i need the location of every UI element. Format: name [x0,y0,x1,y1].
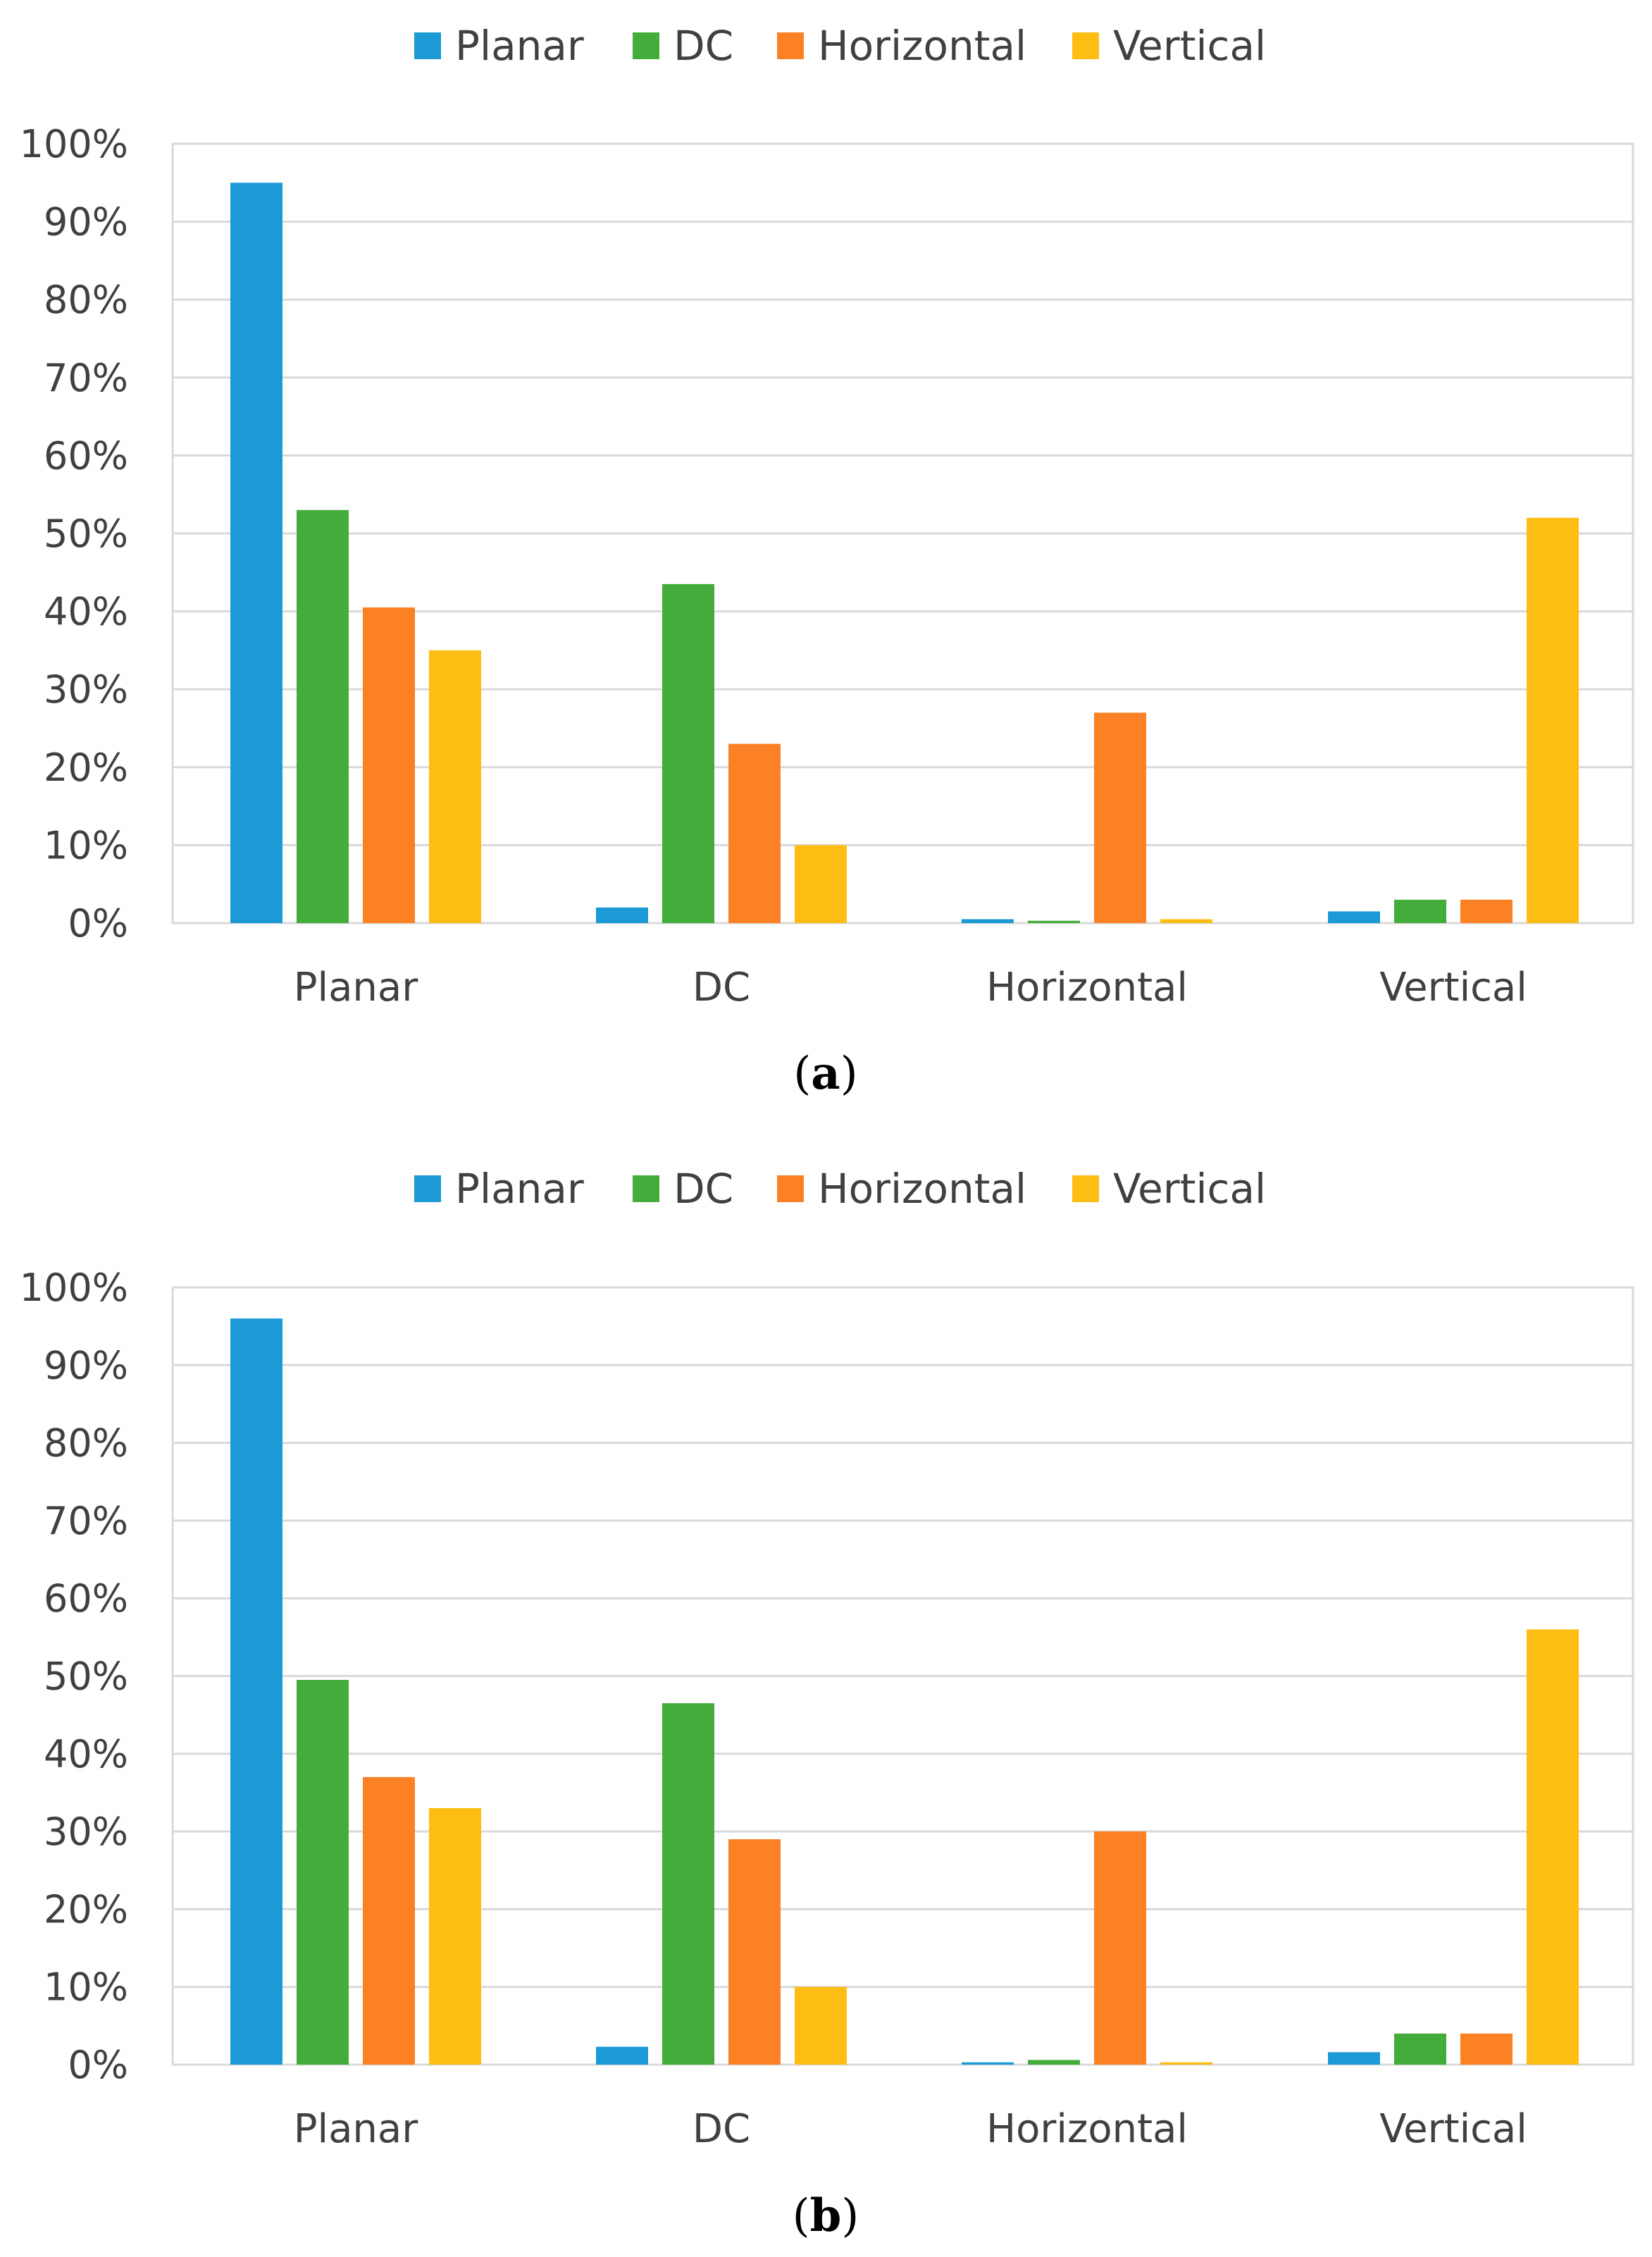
bar [962,919,1014,923]
bar [1328,2052,1380,2065]
y-tick-label: 50% [44,1655,128,1699]
y-tick-label: 100% [20,122,128,166]
x-category-label: Planar [294,2106,418,2152]
bar [728,1839,781,2065]
bar [230,1318,282,2065]
bar [795,845,847,923]
legend-swatch [633,32,659,59]
bar [1460,899,1513,923]
bar [1394,2033,1446,2065]
bar [596,907,648,923]
legend-label: Horizontal [818,1165,1026,1213]
bar [662,583,714,923]
y-tick-label: 20% [44,1887,128,1931]
y-tick-label: 30% [44,1810,128,1854]
legend-label: Planar [455,1165,584,1213]
legend-label: Horizontal [818,22,1026,70]
x-category-label: Planar [294,965,418,1010]
y-tick-label: 40% [44,1732,128,1776]
bar [662,1703,714,2065]
legend-swatch [414,1175,441,1202]
legend-swatch [414,32,441,59]
chart-panel-b: 0% 10% 20% 30% 40% 50% 60% 70% 80% 90% 100% Planar D… [20,1165,1634,2242]
bar [429,1808,481,2065]
x-category-label: DC [693,2106,750,2152]
legend-swatch [777,32,804,59]
y-tick-label: 60% [44,433,128,478]
bar [363,1776,415,2065]
x-category-label: Vertical [1379,2106,1527,2152]
y-tick-label: 40% [44,590,128,634]
legend-label: Vertical [1113,22,1266,70]
panel-caption: (b) [793,2189,859,2242]
x-category-label: DC [693,965,750,1010]
bar [1460,2033,1513,2065]
chart-panel-a: 0% 10% 20% 30% 40% 50% 60% 70% 80% 90% 100% Planar D… [20,22,1634,1100]
bar [1028,920,1080,923]
bar [1328,911,1380,923]
bar [297,1680,349,2065]
bar [230,183,282,923]
bar [363,607,415,923]
y-tick-label: 30% [44,667,128,712]
bar [1160,2062,1212,2065]
panel-caption: (a) [793,1047,857,1100]
legend-label: Vertical [1113,1165,1266,1213]
bar [1094,1831,1146,2065]
y-tick-label: 70% [44,356,128,400]
legend-label: DC [673,22,733,70]
y-tick-label: 60% [44,1576,128,1621]
y-tick-label: 20% [44,746,128,790]
y-tick-label: 90% [44,200,128,245]
bar [297,509,349,923]
y-tick-label: 10% [44,1965,128,2010]
x-category-label: Horizontal [986,2106,1188,2152]
y-tick-label: 100% [20,1266,128,1310]
y-tick-label: 0% [68,2043,128,2087]
y-tick-label: 10% [44,823,128,867]
y-tick-label: 50% [44,512,128,556]
bar [596,2046,648,2065]
legend-swatch [777,1175,804,1202]
bar [1028,2060,1080,2065]
bar [1527,1629,1579,2065]
bar [795,1986,847,2065]
bar [429,650,481,923]
bar [1160,919,1212,923]
bar [1394,899,1446,923]
legend-label: Planar [455,22,584,70]
legend-label: DC [673,1165,733,1213]
x-category-label: Horizontal [986,965,1188,1010]
y-tick-label: 70% [44,1499,128,1543]
y-tick-label: 80% [44,1421,128,1466]
x-category-label: Vertical [1379,965,1527,1010]
bar [962,2062,1014,2065]
legend-swatch [1072,1175,1099,1202]
y-tick-label: 80% [44,278,128,322]
y-tick-label: 90% [44,1343,128,1387]
bar [1527,517,1579,923]
bar [1094,712,1146,923]
y-tick-label: 0% [68,901,128,946]
legend-swatch [633,1175,659,1202]
legend-swatch [1072,32,1099,59]
bar [728,743,781,923]
